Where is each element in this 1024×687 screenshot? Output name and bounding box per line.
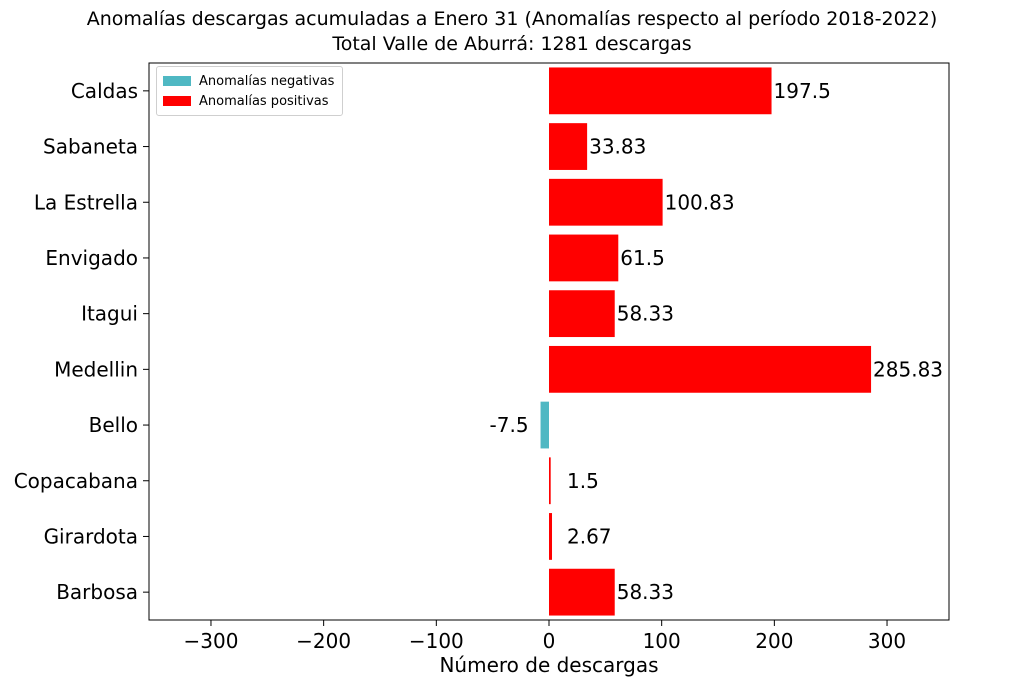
bar-sabaneta xyxy=(549,123,588,170)
data-label: 58.33 xyxy=(617,302,674,326)
bar-girardota xyxy=(549,513,553,560)
bar-bello xyxy=(540,401,549,449)
bar-medellin xyxy=(549,345,872,393)
bar-la-estrella xyxy=(549,178,663,226)
y-tick-label: Bello xyxy=(89,413,138,437)
data-label: 285.83 xyxy=(873,357,943,381)
legend: Anomalías negativas Anomalías positivas xyxy=(156,66,344,116)
data-label: 1.5 xyxy=(567,469,599,493)
x-tick-label: 0 xyxy=(543,629,556,653)
x-axis-label: Número de descargas xyxy=(439,653,658,677)
chart-subtitle: Total Valle de Aburrá: 1281 descargas xyxy=(332,33,692,55)
x-tick-label: 100 xyxy=(643,629,681,653)
data-label: 58.33 xyxy=(617,580,674,604)
bar-envigado xyxy=(549,234,619,282)
legend-label-negative: Anomalías negativas xyxy=(199,73,335,89)
y-tick-label: Itagui xyxy=(81,302,138,326)
legend-label-positive: Anomalías positivas xyxy=(199,93,329,109)
data-label: 197.5 xyxy=(774,79,831,103)
data-label: 61.5 xyxy=(620,246,665,270)
data-label: 100.83 xyxy=(665,190,735,214)
x-tick-label: −200 xyxy=(296,629,351,653)
x-tick-label: 200 xyxy=(755,629,793,653)
data-label: 33.83 xyxy=(589,135,646,159)
legend-swatch-negative xyxy=(163,76,191,86)
x-tick-label: −100 xyxy=(409,629,464,653)
data-label: -7.5 xyxy=(490,413,529,437)
y-tick-label: La Estrella xyxy=(34,190,138,214)
y-tick-label: Barbosa xyxy=(56,580,138,604)
x-tick-label: 300 xyxy=(868,629,906,653)
bar-caldas xyxy=(549,67,772,115)
bar-copacabana xyxy=(549,457,551,505)
legend-item-positive: Anomalías positivas xyxy=(163,91,334,111)
y-tick-label: Copacabana xyxy=(14,469,138,493)
y-tick-label: Medellin xyxy=(54,357,138,381)
y-tick-label: Caldas xyxy=(71,79,138,103)
x-tick-label: −300 xyxy=(184,629,239,653)
y-tick-label: Sabaneta xyxy=(43,135,138,159)
chart-title: Anomalías descargas acumuladas a Enero 3… xyxy=(86,8,938,30)
y-tick-label: Envigado xyxy=(45,246,138,270)
data-label: 2.67 xyxy=(567,524,612,548)
legend-swatch-positive xyxy=(163,96,191,106)
bar-barbosa xyxy=(549,568,615,616)
y-tick-label: Girardota xyxy=(44,524,138,548)
bar-itagui xyxy=(549,290,615,338)
legend-item-negative: Anomalías negativas xyxy=(163,71,334,91)
